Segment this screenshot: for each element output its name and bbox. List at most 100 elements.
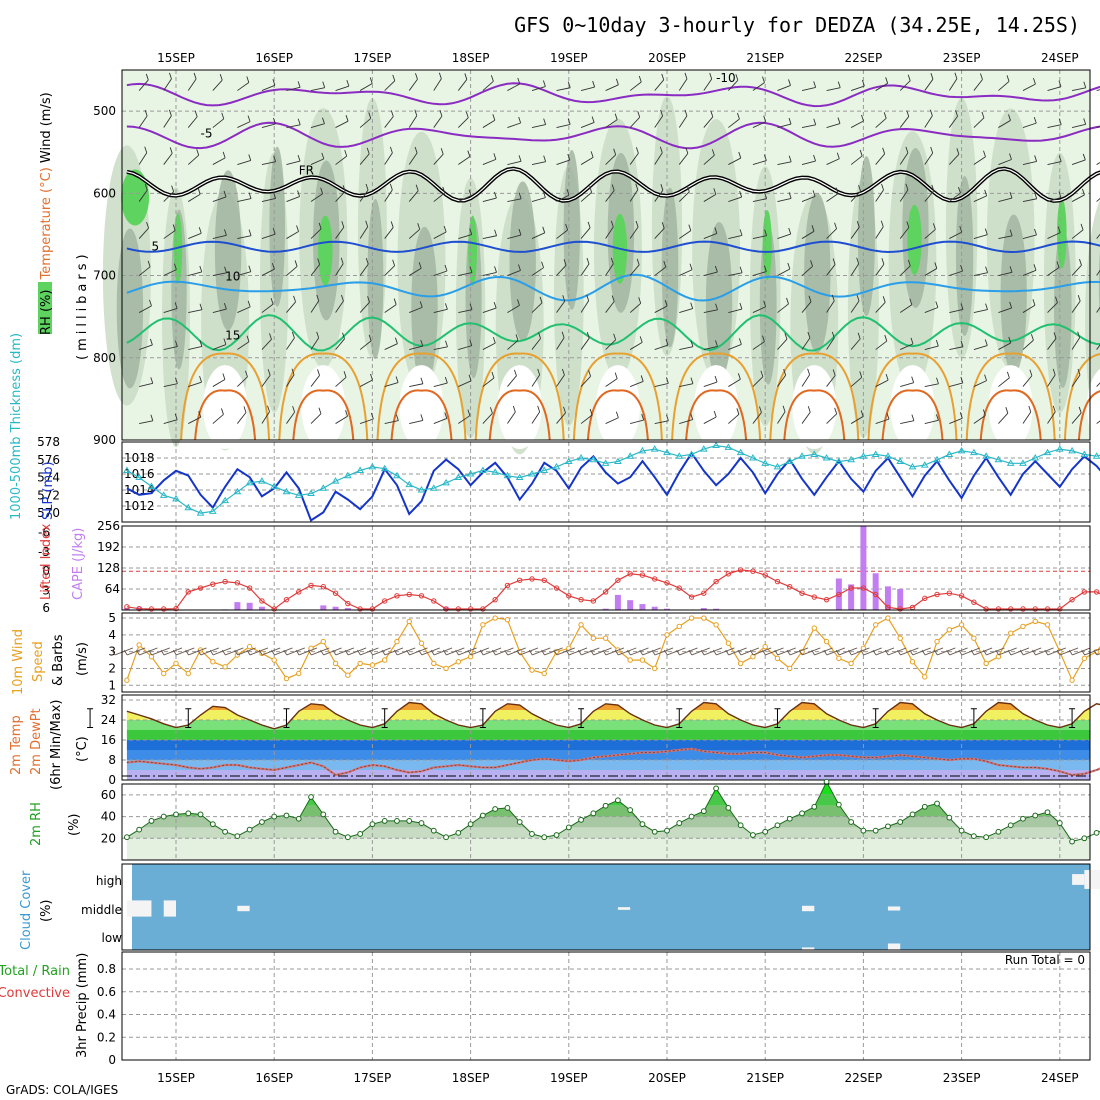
wind-barb [605,295,615,313]
wind-barb [1071,153,1086,165]
wind-barb [998,229,1013,239]
ylabel-rh: RH (%) [39,290,54,335]
wind10-marker [971,635,977,641]
ytick-precip-0.2: 0.2 [97,1030,116,1044]
bottom-day-21SEP: 21SEP [746,1071,784,1085]
ylabel-wind10-2: Speed [31,641,46,682]
wind-barb [948,72,958,91]
li-marker [1093,589,1100,595]
ytick-thk-576: 576 [37,453,60,467]
thickness-marker [1006,459,1015,466]
wind-barb [237,335,250,350]
wind-barb [679,413,694,424]
wind-barb [605,78,619,91]
li-marker [161,606,167,612]
wind-barb [188,227,202,239]
temp2m-panel: 0 8 16 24 32 [87,693,1100,787]
wind-barb [629,297,642,313]
wind10-barb [492,647,514,656]
li-marker [922,595,928,602]
wind-barb [335,257,344,276]
wind-barb [924,339,939,350]
rh2m-marker [725,804,732,811]
wind-barb [654,146,663,165]
wind10-barb [786,647,809,656]
ytick-slp-1012: 1012 [124,499,155,513]
wind-barb [531,405,541,424]
wind-barb [556,81,571,91]
wind-barb [163,340,178,350]
li-marker [1069,596,1075,603]
cape-bar [860,526,867,610]
temp-contour-20 [671,352,762,441]
thickness-marker [1092,452,1100,459]
ylabel-temp2m-1: 2m Temp [9,715,24,775]
wind-barb [629,220,639,239]
rh2m-marker [197,811,204,818]
panel-frame [121,525,1091,611]
bottom-day-22SEP: 22SEP [845,1071,883,1085]
li-marker [823,596,830,603]
wind-barb [310,294,320,313]
rh2m-marker [688,813,695,820]
rh2m-marker [565,824,572,831]
thickness-marker [785,457,794,465]
wind-barb [850,114,864,128]
upper-ylabel-text: RH (%) Temperature (°C) Wind (m/s) [39,92,54,335]
temp-contour-25 [1077,390,1100,441]
wind-barb [629,147,639,165]
wind-barb [261,228,276,239]
li-marker [688,594,695,600]
rh2m-marker [1093,829,1100,836]
temp-band [126,730,1090,740]
rh2m-marker [124,834,130,841]
wind-barb [482,301,497,313]
panel-frame [121,441,1091,523]
ytick-wind-1: 1 [108,678,116,692]
wind10-barb [258,647,281,656]
wind-barb [875,374,889,387]
rh2m-marker [295,815,302,822]
thickness-marker [393,471,401,479]
thickness-marker [307,489,315,497]
li-marker [774,578,781,585]
thickness-marker [331,477,340,484]
li-marker [566,593,572,599]
wind-barb [679,224,692,239]
wind-barb [139,414,154,424]
wind-barb [556,368,565,387]
ytick-slp-1018: 1018 [124,451,155,465]
wind10-barb [516,647,539,656]
wind-barb [433,264,448,276]
ylabel-rh2m-1: 2m RH [29,802,44,846]
wind-barb [654,414,669,424]
wind-barb [457,73,468,91]
wind-barb [973,409,986,424]
wind10-marker [246,643,253,650]
wind10-barb [725,647,747,656]
li-marker [246,585,253,591]
minmax-bar [87,708,94,728]
wind-barb [654,338,669,350]
wind10-barb [528,647,551,656]
wind10-barb [541,647,563,656]
ylabel-cloud-2: (%) [39,900,54,923]
ytick-temp-16: 16 [101,733,116,747]
li-marker [369,606,376,612]
wind-barb [433,110,443,128]
wind10-marker [381,657,388,663]
wind-barb [188,376,202,387]
wind-barb [531,296,543,313]
wind-barb [728,408,740,424]
wind10-barb [553,647,575,656]
wind-barb [777,227,792,239]
rh2m-marker [786,815,793,822]
wind-barb [801,331,811,350]
wind-barb [605,257,614,276]
wind10-marker [1032,618,1038,625]
upper-air-panel: 500 600 700 800 900 -10 -5 FR 5 10 15 [93,69,1100,455]
rh2m-marker [479,812,486,819]
wind-barb [212,338,227,350]
temp-contour-20 [867,352,958,441]
